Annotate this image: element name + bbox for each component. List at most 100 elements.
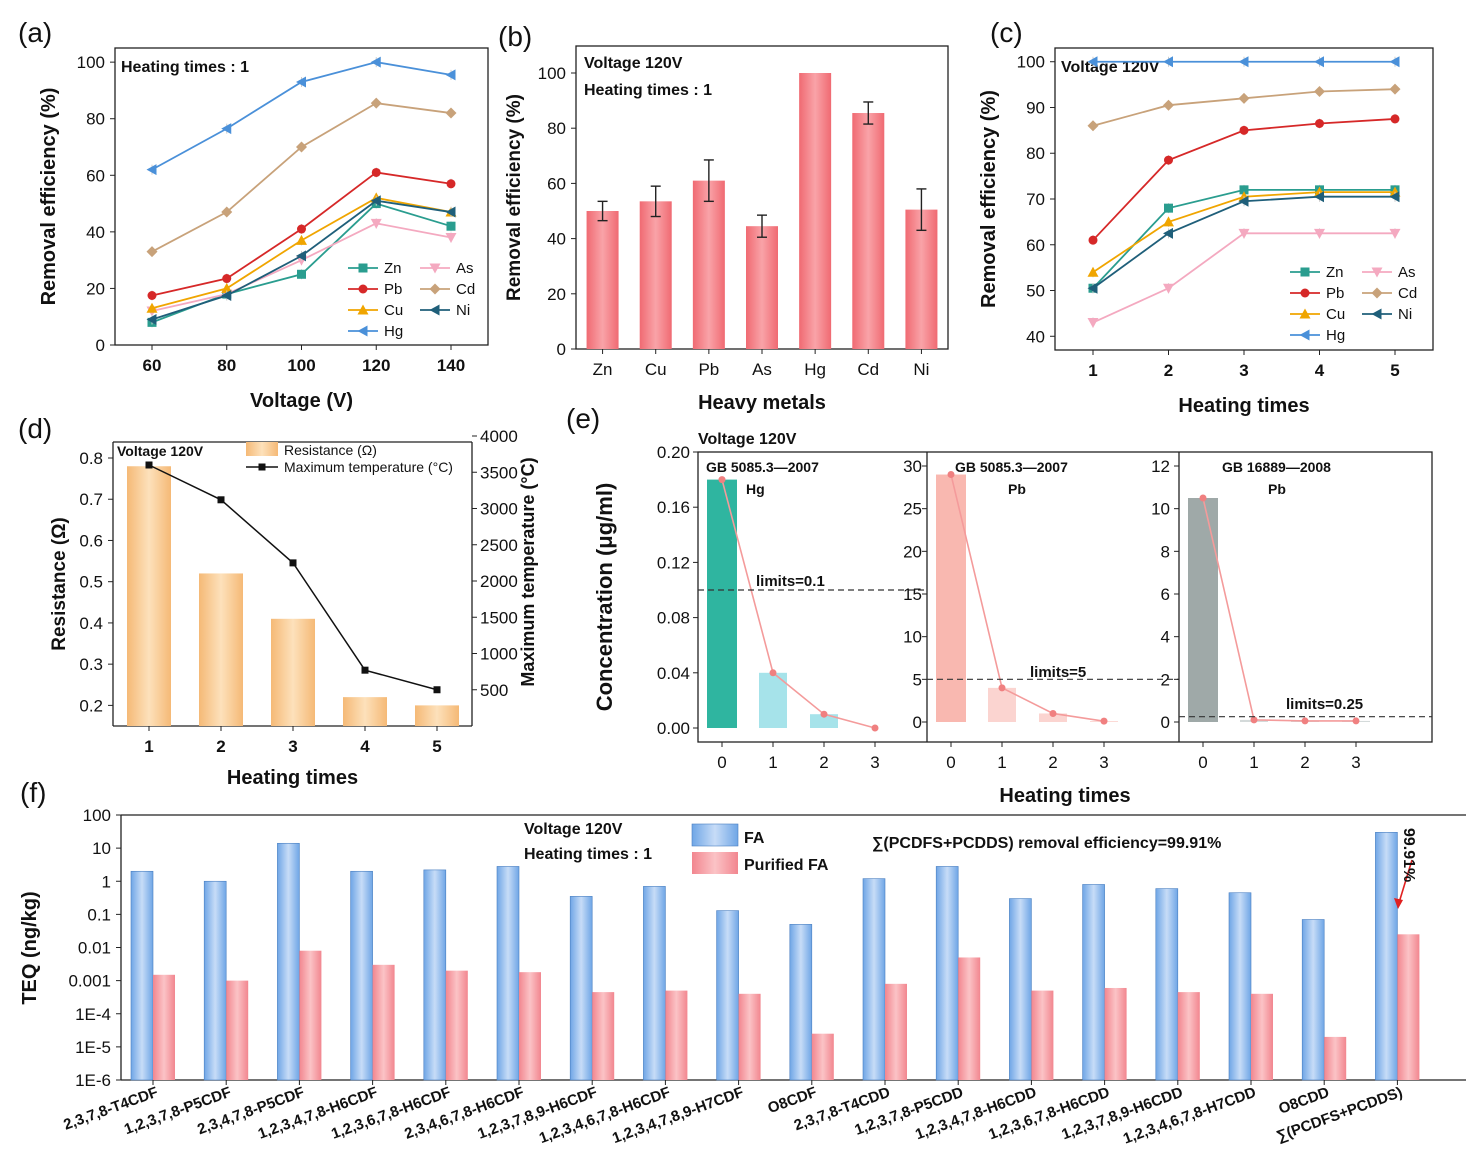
panel-a-chart: 0 20 40 60 80 100 60 80 100 120 140 Voltage (V) Remo… [38, 47, 489, 412]
data-point-Pb [1390, 114, 1400, 124]
fa-bar-12 [1009, 898, 1032, 1081]
fa-bar-17 [1375, 832, 1398, 1081]
y-tick-label: 0.7 [79, 490, 103, 509]
y-tick-label: 5 [913, 670, 922, 689]
x-tick-label: 120 [362, 356, 390, 375]
panel-label-c: (c) [990, 17, 1023, 48]
y-axis-label: TEQ (ng/kg) [19, 891, 41, 1004]
concentration-line-Pb [950, 474, 1105, 722]
temperature-point-2 [217, 496, 225, 504]
bar-Cd [852, 113, 885, 350]
bar-Hg-0 [707, 479, 737, 728]
y-tick-label: 50 [1026, 282, 1045, 301]
data-point-As [1238, 228, 1250, 239]
x-tick-label-2: 2 [1048, 753, 1057, 772]
x-tick-label-Zn: Zn [593, 360, 613, 379]
y-right-tick-label: 3000 [480, 500, 518, 519]
x-tick-label: 4 [1315, 361, 1325, 380]
fa-bar-10 [862, 878, 886, 1081]
purified-fa-bar-3 [372, 964, 395, 1080]
y-tick-label: 0 [1161, 713, 1170, 732]
data-point-As [1087, 318, 1099, 329]
y-tick-label: 100 [1017, 53, 1045, 72]
x-tick-label-13: 1,2,3,6,7,8-H6CDD [986, 1084, 1112, 1144]
x-tick-label-0: 0 [946, 753, 955, 772]
fa-bar-5 [496, 866, 520, 1081]
standard-label-0: GB 5085.3—2007 [706, 459, 819, 475]
panel-b-chart: 0 20 40 60 80 100 Zn Cu Pb As Hg Cd Ni Heavy metals Re… [504, 45, 949, 414]
y-tick-label: 0.3 [79, 655, 103, 674]
data-point-As [1163, 283, 1174, 294]
data-point-Cd [370, 97, 382, 109]
x-tick-label-2: 2 [819, 753, 828, 772]
legend-label-Cu: Cu [384, 302, 403, 319]
legend-marker-Cd [429, 283, 441, 295]
concentration-point-3 [871, 724, 879, 732]
legend-label-Cu: Cu [1326, 306, 1345, 323]
data-point-Ni [1314, 191, 1324, 203]
plot-frame [114, 47, 489, 346]
y-tick-label: 1E-4 [75, 1005, 111, 1024]
data-point-Hg [1314, 56, 1324, 68]
fa-bar-4 [423, 869, 447, 1081]
y-tick-label: 1 [102, 872, 111, 891]
data-point-Cd [221, 206, 233, 218]
standard-label-1: GB 5085.3—2007 [955, 459, 1068, 475]
bar-As [746, 226, 778, 349]
y-right-tick-label: 2000 [480, 572, 518, 591]
bar-Pb-2 [1039, 713, 1067, 722]
y-tick-label: 0.6 [79, 531, 103, 550]
annotation-text: Voltage 120V [117, 443, 204, 459]
x-tick-label-15: 1,2,3,4,6,7,8-H7CDD [1121, 1084, 1259, 1148]
resistance-bar-3 [271, 618, 315, 726]
y-right-tick-label: 1000 [480, 645, 518, 664]
x-tick-label-1: 1 [997, 753, 1006, 772]
x-tick-label-3: 3 [870, 753, 879, 772]
y-tick-label: 0.20 [657, 443, 690, 462]
purified-fa-bar-11 [958, 957, 981, 1080]
y-tick-label: 100 [538, 64, 566, 83]
legend-label-Cd: Cd [1398, 285, 1417, 302]
concentration-point-2 [1049, 709, 1057, 717]
x-tick-label-5: 5 [432, 737, 441, 756]
x-tick-label-4: 4 [360, 737, 370, 756]
data-point-Cu [296, 234, 307, 245]
data-point-Hg [1238, 56, 1249, 68]
data-point-Pb [147, 291, 157, 300]
y-tick-label: 10 [903, 628, 922, 647]
y-tick-label: 25 [903, 500, 922, 519]
data-point-Cd [1238, 92, 1250, 104]
y-tick-label: 0.4 [79, 614, 103, 633]
legend-label-Hg: Hg [1326, 327, 1345, 344]
legend-marker-Cu [1299, 308, 1311, 319]
legend-marker-Hg [357, 325, 368, 337]
panel-label-b: (b) [498, 21, 532, 52]
temperature-point-5 [433, 686, 441, 694]
y-tick-label: 0.2 [79, 696, 103, 715]
purified-fa-bar-2 [299, 950, 322, 1080]
x-tick-label: 3 [1239, 361, 1248, 380]
annotation-text: Heating times : 1 [121, 59, 249, 76]
purified-fa-bar-16 [1324, 1036, 1347, 1080]
x-tick-label: 2 [1164, 361, 1173, 380]
x-tick-label-Cd: Cd [857, 360, 879, 379]
fa-bar-7 [643, 886, 666, 1081]
metal-label-1: Pb [1008, 481, 1026, 497]
concentration-line-Hg [721, 479, 876, 729]
y-tick-label: 10 [92, 839, 111, 858]
x-tick-label-12: 1,2,3,4,7,8-H6CDD [913, 1084, 1039, 1144]
data-point-Hg [1163, 56, 1173, 68]
data-point-Pb [1315, 119, 1324, 128]
x-tick-label: 1 [1088, 361, 1097, 380]
panel-label-f: (f) [20, 777, 46, 808]
x-tick-label: 80 [217, 356, 236, 375]
y-axis-label-left: Resistance (Ω) [49, 517, 70, 651]
x-tick-label-Pb: Pb [698, 360, 719, 379]
fa-bar-2 [277, 842, 300, 1081]
x-tick-label-Cu: Cu [645, 360, 667, 379]
fa-bar-16 [1301, 919, 1325, 1081]
y-axis-label: Removal efficiency (%) [978, 90, 1000, 308]
legend-label-Ni: Ni [456, 302, 470, 319]
y-tick-label: 10 [1151, 500, 1170, 519]
